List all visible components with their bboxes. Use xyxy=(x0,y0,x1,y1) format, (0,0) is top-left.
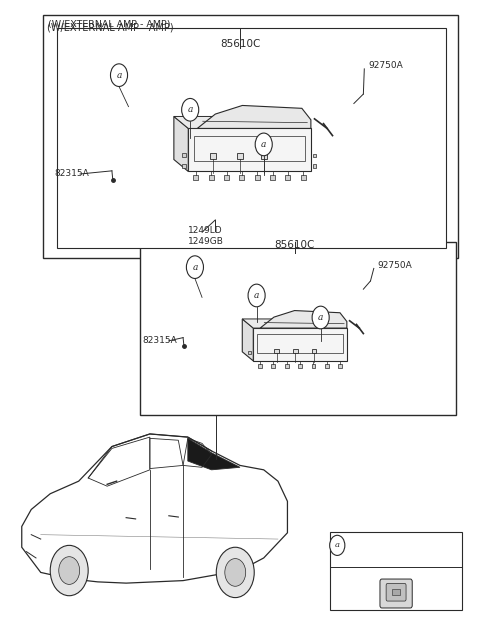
Bar xyxy=(392,589,400,596)
Bar xyxy=(270,175,275,180)
Bar xyxy=(210,154,216,159)
Bar xyxy=(224,175,229,180)
Bar xyxy=(140,242,456,415)
Text: a: a xyxy=(254,291,259,300)
Polygon shape xyxy=(174,116,311,128)
Bar xyxy=(338,364,342,368)
Text: 82315A: 82315A xyxy=(54,170,89,178)
Circle shape xyxy=(110,64,128,86)
FancyBboxPatch shape xyxy=(386,584,406,601)
Bar xyxy=(248,351,251,354)
Circle shape xyxy=(312,306,329,329)
Bar xyxy=(193,175,198,180)
Bar xyxy=(285,364,288,368)
Bar xyxy=(286,175,290,180)
Bar xyxy=(312,364,315,368)
Bar xyxy=(325,364,329,368)
Text: 85610C: 85610C xyxy=(275,239,315,250)
Bar xyxy=(43,15,458,258)
Circle shape xyxy=(50,545,88,596)
Text: a: a xyxy=(116,70,122,79)
Bar xyxy=(312,349,316,353)
Bar xyxy=(255,175,260,180)
Bar xyxy=(312,164,316,168)
Polygon shape xyxy=(253,328,347,361)
Bar xyxy=(293,349,298,353)
Bar xyxy=(298,364,302,368)
Text: 1249GB: 1249GB xyxy=(188,237,224,246)
Text: 92750A: 92750A xyxy=(378,262,412,271)
Circle shape xyxy=(255,133,272,156)
Circle shape xyxy=(216,547,254,598)
Polygon shape xyxy=(242,319,347,328)
FancyBboxPatch shape xyxy=(380,579,412,608)
Bar xyxy=(330,531,462,610)
Bar xyxy=(271,364,275,368)
Polygon shape xyxy=(174,116,188,171)
Text: a: a xyxy=(188,105,193,114)
Bar xyxy=(262,154,267,159)
Bar xyxy=(181,153,186,157)
Polygon shape xyxy=(260,311,347,328)
Polygon shape xyxy=(197,105,311,128)
Bar xyxy=(312,154,316,157)
Text: 92750A: 92750A xyxy=(368,61,403,70)
Text: a: a xyxy=(261,140,266,149)
Circle shape xyxy=(330,535,345,556)
Text: a: a xyxy=(192,263,198,272)
Bar xyxy=(57,28,446,248)
Bar xyxy=(258,364,262,368)
Circle shape xyxy=(186,256,204,279)
Polygon shape xyxy=(242,319,253,361)
Polygon shape xyxy=(188,438,240,470)
Polygon shape xyxy=(188,128,311,171)
Text: 85610C: 85610C xyxy=(220,39,260,50)
Text: 82315A: 82315A xyxy=(143,337,178,345)
Bar xyxy=(275,349,279,353)
Text: (W/EXTERNAL AMP - AMP): (W/EXTERNAL AMP - AMP) xyxy=(47,23,174,32)
Text: (W/EXTERNAL AMP - AMP): (W/EXTERNAL AMP - AMP) xyxy=(48,20,170,29)
Circle shape xyxy=(248,284,265,307)
Circle shape xyxy=(225,559,246,586)
Text: a: a xyxy=(335,542,340,549)
Bar xyxy=(209,175,214,180)
Text: 1249LD: 1249LD xyxy=(188,226,222,235)
Bar xyxy=(181,164,186,168)
Bar xyxy=(237,154,243,159)
Text: 89855B: 89855B xyxy=(355,541,390,550)
Text: a: a xyxy=(318,313,324,322)
Bar xyxy=(300,175,306,180)
Circle shape xyxy=(181,98,199,121)
Bar xyxy=(240,175,244,180)
Circle shape xyxy=(59,557,80,584)
